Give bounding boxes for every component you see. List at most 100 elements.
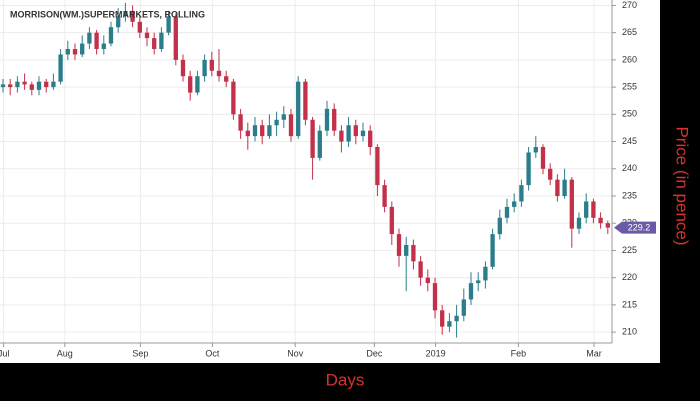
y-tick-label: 270	[622, 0, 637, 10]
y-tick-label: 255	[622, 81, 637, 91]
candle-body	[555, 179, 560, 196]
candle-body	[159, 32, 164, 49]
candle-body	[72, 49, 78, 55]
x-tick-label: Dec	[366, 348, 383, 358]
candle-body	[123, 10, 128, 17]
candle-body	[483, 266, 488, 281]
candle-body	[353, 125, 358, 137]
candle-body	[152, 38, 157, 49]
candle-body	[411, 245, 416, 262]
candle-body	[15, 81, 20, 88]
candle-body	[137, 21, 142, 33]
candle-body	[65, 49, 70, 55]
x-tick-label: Sep	[132, 348, 148, 358]
candle-body	[490, 234, 495, 267]
candles	[0, 2, 610, 338]
candle-body	[267, 125, 272, 137]
candle-body	[130, 10, 135, 22]
candle-body	[173, 16, 178, 60]
y-tick-label: 250	[622, 109, 637, 119]
candle-body	[108, 27, 114, 44]
candle-body	[296, 81, 301, 137]
candle-body	[216, 70, 222, 77]
candle-body	[260, 125, 265, 137]
candle-body	[195, 76, 200, 93]
candle-body	[396, 234, 402, 256]
last-price-tag	[614, 221, 656, 234]
candle-body	[209, 59, 214, 71]
candle-body	[238, 114, 243, 131]
candle-body	[382, 185, 387, 207]
candle-body	[468, 283, 474, 300]
candle-body	[526, 152, 531, 186]
candle-body	[591, 201, 596, 218]
grid	[0, 0, 616, 347]
candle-body	[58, 54, 63, 82]
candle-body	[540, 147, 546, 169]
candle-body	[166, 16, 171, 33]
candle-body	[454, 315, 459, 322]
candle-body	[188, 76, 193, 93]
candle-body	[317, 130, 322, 158]
candle-body	[375, 147, 380, 186]
candle-body	[519, 185, 524, 202]
labels: 210215220225230235240245250255260265270J…	[0, 0, 656, 358]
candle-body	[497, 217, 502, 235]
candle-body	[418, 261, 423, 278]
candle-body	[533, 147, 538, 153]
candle-body	[8, 84, 13, 88]
candle-body	[324, 108, 330, 131]
candle-body	[274, 119, 279, 126]
candle-body	[231, 81, 236, 115]
candle-body	[576, 217, 582, 229]
candle-body	[180, 59, 186, 77]
candle-body	[252, 125, 258, 137]
x-axis-label: Days	[326, 370, 365, 389]
candle-body	[29, 84, 34, 90]
candle-body	[116, 16, 121, 28]
candle-body	[245, 130, 250, 137]
candle-body	[303, 81, 308, 120]
candle-body	[605, 223, 610, 228]
candle-body	[36, 81, 42, 90]
x-tick-label: Feb	[511, 348, 527, 358]
y-tick-label: 260	[622, 54, 637, 64]
x-tick-label: Nov	[287, 348, 304, 358]
candle-body	[80, 43, 85, 55]
y-axis-label: Price (in pence)	[673, 126, 692, 245]
candle-body	[440, 310, 445, 327]
candle-body	[360, 130, 366, 137]
candle-body	[224, 76, 229, 82]
candle-body	[512, 201, 517, 207]
candle-body	[0, 84, 6, 88]
y-tick-label: 240	[622, 163, 637, 173]
y-tick-label: 225	[622, 245, 637, 255]
candle-body	[310, 119, 315, 158]
candle-body	[22, 81, 27, 85]
last-price-label: 229.2	[628, 222, 651, 232]
candle-body	[404, 245, 409, 256]
candle-body	[548, 168, 553, 180]
y-tick-label: 215	[622, 299, 637, 309]
y-tick-label: 235	[622, 190, 637, 200]
x-tick-label: Aug	[57, 348, 73, 358]
candle-body	[368, 130, 373, 147]
candle-body	[202, 59, 207, 77]
candle-body	[389, 206, 394, 235]
y-tick-label: 220	[622, 272, 637, 282]
candle-body	[584, 201, 589, 218]
candle-body	[332, 108, 337, 131]
y-tick-label: 245	[622, 136, 637, 146]
candle-body	[569, 179, 574, 229]
candle-body	[101, 43, 106, 49]
chart-title: MORRISON(WM.)SUPERMARKETS, ROLLING	[10, 9, 205, 19]
candle-body	[281, 114, 286, 120]
plot-background	[0, 0, 660, 363]
candle-body	[288, 114, 294, 137]
candle-body	[44, 81, 49, 88]
y-tick-label: 210	[622, 326, 637, 336]
candle-body	[562, 179, 567, 196]
x-tick-label: 2019	[426, 348, 446, 358]
